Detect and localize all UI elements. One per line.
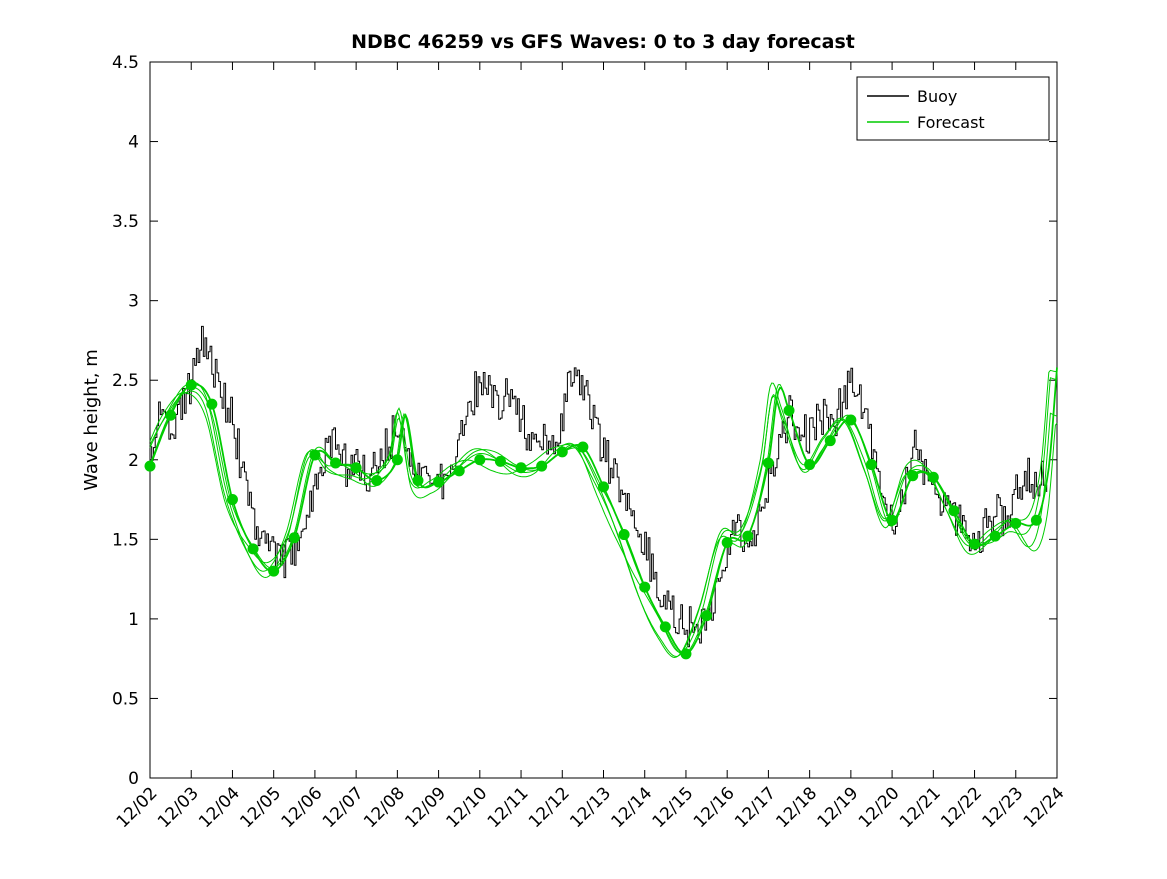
forecast-marker xyxy=(206,398,218,410)
forecast-marker xyxy=(515,462,527,474)
forecast-marker xyxy=(556,446,568,458)
y-tick-label: 1 xyxy=(128,610,139,630)
forecast-marker xyxy=(989,530,1001,542)
forecast-marker xyxy=(144,460,156,472)
forecast-marker xyxy=(659,621,671,633)
y-tick-label: 4.5 xyxy=(112,53,139,73)
x-tick-label: 12/18 xyxy=(772,783,821,832)
forecast-marker xyxy=(391,454,403,466)
x-tick-label: 12/03 xyxy=(154,783,203,832)
forecast-variant-line xyxy=(149,377,1058,658)
forecast-marker xyxy=(969,538,981,550)
x-tick-label: 12/20 xyxy=(855,783,904,832)
y-tick-label: 1.5 xyxy=(112,530,139,550)
x-tick-label: 12/14 xyxy=(607,783,656,832)
forecast-marker xyxy=(865,459,877,471)
y-tick-label: 4 xyxy=(128,133,139,153)
forecast-variant-line xyxy=(149,381,1058,653)
forecast-marker xyxy=(226,494,238,506)
forecast-marker xyxy=(288,532,300,544)
x-tick-label: 12/17 xyxy=(731,783,780,832)
forecast-marker xyxy=(762,457,774,469)
x-tick-label: 12/02 xyxy=(113,783,162,832)
forecast-marker xyxy=(185,379,197,391)
forecast-marker xyxy=(371,474,383,486)
legend-label: Buoy xyxy=(917,87,957,106)
forecast-marker xyxy=(907,470,919,482)
chart-render-root: 0 0.5 1 1.5 2 2.5 3 3.5 4 4.5 12/0212/0312/0412/05… xyxy=(112,53,1069,832)
y-tick-label: 0 xyxy=(128,769,139,789)
y-axis-label: Wave height, m xyxy=(81,349,102,490)
y-tick-label: 3 xyxy=(128,292,139,312)
x-tick-label: 12/19 xyxy=(814,783,863,832)
forecast-marker xyxy=(680,648,692,660)
forecast-marker xyxy=(927,471,939,483)
forecast-marker xyxy=(412,474,424,486)
forecast-marker xyxy=(804,459,816,471)
x-tick-label: 12/23 xyxy=(979,783,1028,832)
forecast-marker xyxy=(474,454,486,466)
x-tick-label: 12/08 xyxy=(360,783,409,832)
forecast-marker xyxy=(165,409,177,421)
forecast-marker xyxy=(886,514,898,526)
forecast-marker xyxy=(1030,514,1042,526)
forecast-marker xyxy=(783,404,795,416)
y-tick-label: 2.5 xyxy=(112,371,139,391)
x-tick-label: 12/12 xyxy=(525,783,574,832)
x-tick-label: 12/06 xyxy=(278,783,327,832)
forecast-marker xyxy=(577,441,589,453)
forecast-marker xyxy=(639,581,651,593)
forecast-marker xyxy=(309,449,321,461)
forecast-marker xyxy=(453,465,465,477)
x-tick-label: 12/10 xyxy=(443,783,492,832)
x-tick-label: 12/21 xyxy=(896,783,945,832)
forecast-marker xyxy=(268,565,280,577)
forecast-marker xyxy=(742,530,754,542)
forecast-marker xyxy=(1010,517,1022,529)
forecast-marker xyxy=(330,457,342,469)
x-tick-label: 12/09 xyxy=(401,783,450,832)
forecast-marker xyxy=(845,414,857,426)
x-tick-label: 12/07 xyxy=(319,783,368,832)
x-tick-label: 12/04 xyxy=(195,783,244,832)
y-tick-label: 3.5 xyxy=(112,212,139,232)
x-tick-label: 12/16 xyxy=(690,783,739,832)
forecast-marker xyxy=(536,460,548,472)
forecast-marker xyxy=(721,537,733,549)
legend-label: Forecast xyxy=(917,113,985,132)
forecast-variant-line xyxy=(149,383,1058,655)
forecast-marker xyxy=(701,610,713,622)
legend-box xyxy=(856,76,1050,141)
x-tick-label: 12/11 xyxy=(484,783,533,832)
x-tick-label: 12/24 xyxy=(1020,783,1069,832)
forecast-marker xyxy=(433,476,445,488)
x-tick-label: 12/13 xyxy=(566,783,615,832)
forecast-marker xyxy=(824,435,836,447)
forecast-marker xyxy=(618,529,630,541)
forecast-marker xyxy=(247,543,259,555)
x-tick-label: 12/22 xyxy=(937,783,986,832)
forecast-marker xyxy=(598,481,609,493)
chart-title: NDBC 46259 vs GFS Waves: 0 to 3 day fore… xyxy=(351,31,855,53)
x-tick-label: 12/15 xyxy=(649,783,698,832)
y-tick-label: 0.5 xyxy=(112,689,139,709)
forecast-variant-line xyxy=(149,369,1058,659)
x-tick-label: 12/05 xyxy=(236,783,285,832)
axes-box xyxy=(149,61,1058,779)
y-tick-label: 2 xyxy=(128,451,139,471)
forecast-marker xyxy=(350,462,362,474)
forecast-marker xyxy=(494,455,506,467)
forecast-marker xyxy=(948,505,960,517)
